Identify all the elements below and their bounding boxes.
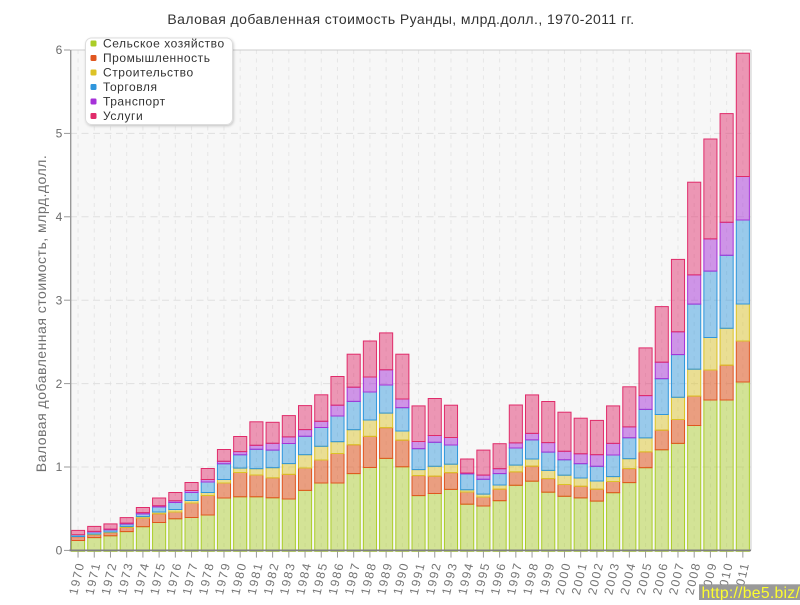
svg-text:Валовая добавленная стоимость,: Валовая добавленная стоимость, млрд.долл… [33,155,49,472]
svg-text:5: 5 [56,127,63,141]
svg-text:3: 3 [56,293,63,307]
svg-text:Торговля: Торговля [103,80,158,94]
svg-text:4: 4 [56,210,63,224]
svg-text:Промышленность: Промышленность [103,51,211,65]
svg-text:http://be5.biz/: http://be5.biz/ [702,585,800,600]
svg-text:Строительство: Строительство [103,66,194,80]
svg-text:1: 1 [56,460,63,474]
svg-text:6: 6 [56,43,63,57]
svg-text:Услуги: Услуги [103,109,143,123]
svg-text:Транспорт: Транспорт [103,95,166,109]
svg-text:2: 2 [56,377,63,391]
svg-text:0: 0 [56,544,63,558]
svg-text:Валовая добавленная стоимость: Валовая добавленная стоимость Руанды, мл… [167,11,634,27]
svg-text:Сельское хозяйство: Сельское хозяйство [103,37,225,51]
